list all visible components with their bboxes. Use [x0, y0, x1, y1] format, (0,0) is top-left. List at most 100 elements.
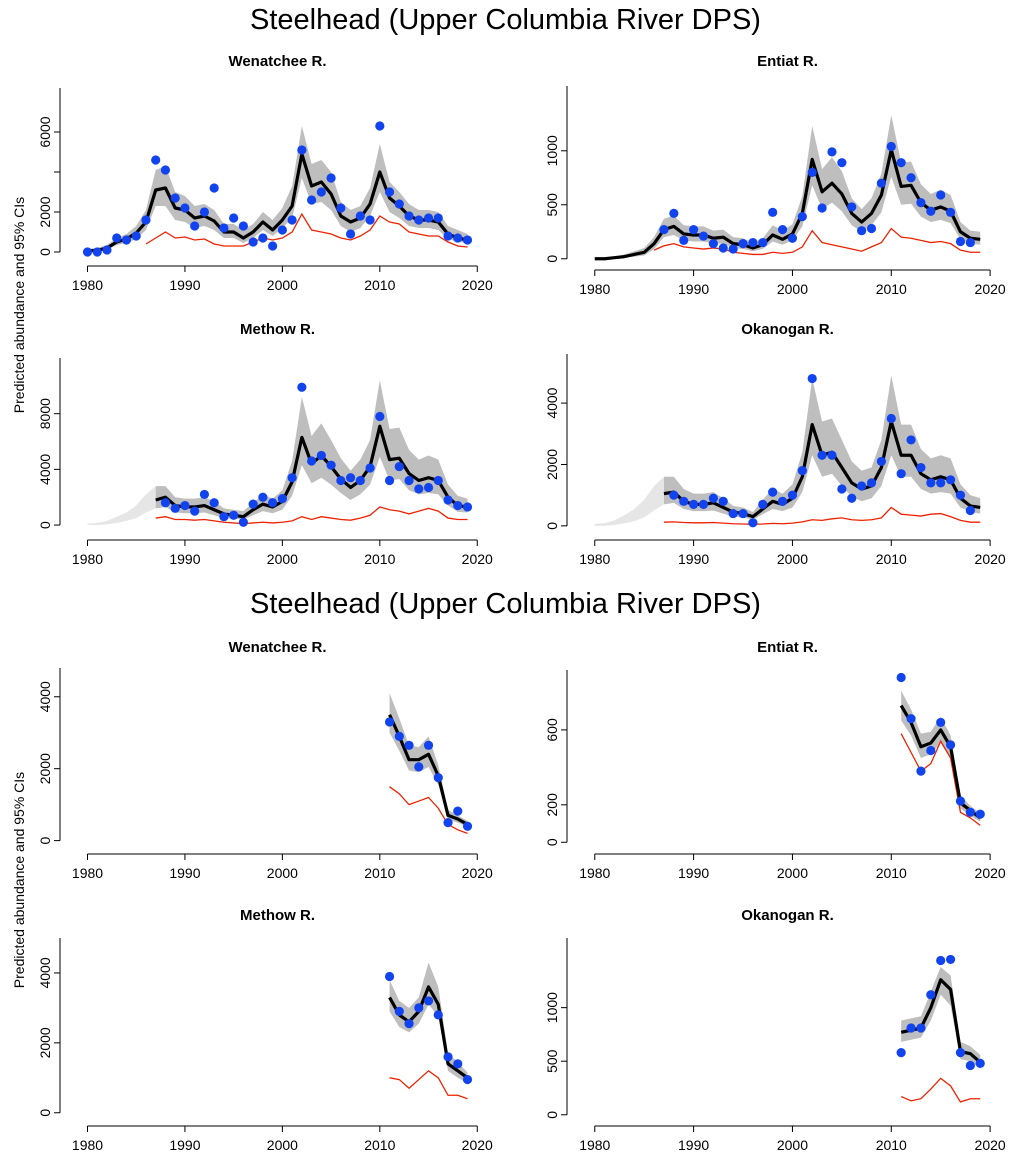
figure-title-top: Steelhead (Upper Columbia River DPS) — [250, 4, 761, 36]
observed-point — [394, 199, 404, 209]
observed-point — [718, 243, 728, 253]
observed-point — [404, 1019, 414, 1029]
observed-point — [433, 1010, 443, 1020]
observed-point — [708, 239, 718, 249]
observed-point — [698, 499, 709, 509]
x-tick-label: 1980 — [72, 1137, 103, 1153]
panel-title: Entiat R. — [757, 53, 818, 70]
y-tick-label: 200 — [544, 793, 560, 817]
x-tick-label: 2020 — [975, 281, 1006, 297]
x-tick-label: 1990 — [169, 551, 200, 567]
y-tick-label: 0 — [544, 838, 560, 846]
observed-point — [945, 954, 956, 965]
observed-point — [384, 187, 395, 197]
observed-point — [936, 717, 946, 728]
x-tick-label: 2020 — [462, 865, 493, 881]
x-tick-label: 2020 — [975, 865, 1006, 881]
observed-point — [926, 990, 936, 1000]
y-tick-label: 0 — [37, 837, 53, 845]
observed-point — [404, 740, 414, 750]
observed-point — [777, 225, 788, 235]
observed-point — [443, 1052, 453, 1062]
observed-point — [384, 971, 395, 982]
y-tick-label: 0 — [544, 1111, 560, 1119]
x-tick-label: 2000 — [777, 551, 808, 567]
y-tick-label: 0 — [37, 521, 53, 529]
x-tick-label: 1980 — [72, 277, 103, 293]
observed-point — [414, 484, 424, 494]
predicted-line — [594, 148, 981, 261]
observed-point — [394, 461, 404, 472]
panel-methow-top: Methow R. 0 4000 8000 1980 1990 2000 2010 2020 — [37, 321, 493, 567]
observed-point — [945, 207, 956, 217]
x-tick-label: 1980 — [72, 551, 103, 567]
observed-point — [462, 235, 473, 245]
observed-point — [92, 247, 102, 257]
observed-point — [906, 173, 916, 183]
observed-point — [345, 229, 356, 239]
observed-point — [375, 121, 385, 131]
x-tick-label: 1990 — [678, 865, 709, 881]
x-tick-label: 2010 — [876, 1137, 907, 1153]
observed-point — [287, 215, 297, 225]
observed-point — [453, 233, 463, 243]
y-tick-label: 4000 — [37, 957, 53, 988]
observed-point — [679, 496, 689, 506]
observed-point — [886, 141, 896, 152]
x-tick-label: 1990 — [678, 551, 709, 567]
observed-point — [965, 807, 975, 817]
x-tick-label: 2010 — [364, 865, 395, 881]
observed-point — [365, 215, 375, 225]
red-series-line — [663, 506, 981, 525]
observed-point — [916, 198, 926, 208]
x-tick-label: 1980 — [579, 865, 610, 881]
observed-point — [326, 460, 336, 470]
panel-title: Wenatchee R. — [228, 53, 326, 70]
observed-point — [238, 517, 248, 527]
observed-point — [758, 237, 768, 248]
predicted-line — [388, 985, 469, 1080]
observed-point — [160, 165, 171, 175]
x-tick-label: 2020 — [462, 1137, 493, 1153]
x-tick-label: 1980 — [72, 865, 103, 881]
observed-point — [955, 1048, 966, 1058]
x-tick-label: 2010 — [364, 277, 395, 293]
observed-point — [817, 450, 827, 460]
y-tick-label: 500 — [544, 193, 560, 217]
y-tick-label: 2000 — [37, 1027, 53, 1058]
x-tick-label: 1990 — [678, 1137, 709, 1153]
observed-point — [708, 493, 718, 503]
observed-point — [926, 206, 936, 216]
observed-point — [248, 237, 258, 247]
observed-point — [787, 233, 798, 243]
observed-point — [180, 500, 190, 511]
red-series-line — [653, 227, 981, 256]
observed-point — [453, 1059, 463, 1069]
observed-point — [414, 215, 424, 225]
x-tick-label: 2020 — [975, 1137, 1006, 1153]
observed-point — [443, 231, 453, 241]
panel-okanogan-top: Okanogan R. 0 2000 4000 1980 1990 2000 2010 2020 — [544, 321, 1006, 567]
observed-point — [462, 1074, 473, 1085]
observed-point — [433, 475, 443, 486]
observed-point — [768, 487, 778, 497]
y-tick-label: 4000 — [544, 387, 560, 418]
observed-point — [896, 1048, 906, 1058]
observed-point — [384, 475, 395, 486]
red-series-line — [900, 1077, 981, 1103]
observed-point — [229, 510, 239, 520]
observed-point — [689, 499, 699, 509]
observed-point — [414, 1003, 424, 1013]
observed-point — [669, 490, 679, 500]
observed-point — [896, 672, 906, 683]
x-tick-label: 2000 — [777, 865, 808, 881]
observed-point — [82, 247, 93, 257]
y-tick-label: 1000 — [544, 135, 560, 166]
observed-point — [936, 190, 946, 200]
observed-point — [462, 502, 473, 512]
observed-point — [768, 207, 778, 217]
observed-point — [827, 147, 837, 157]
observed-point — [659, 225, 669, 235]
observed-point — [414, 762, 424, 772]
observed-point — [975, 809, 985, 819]
